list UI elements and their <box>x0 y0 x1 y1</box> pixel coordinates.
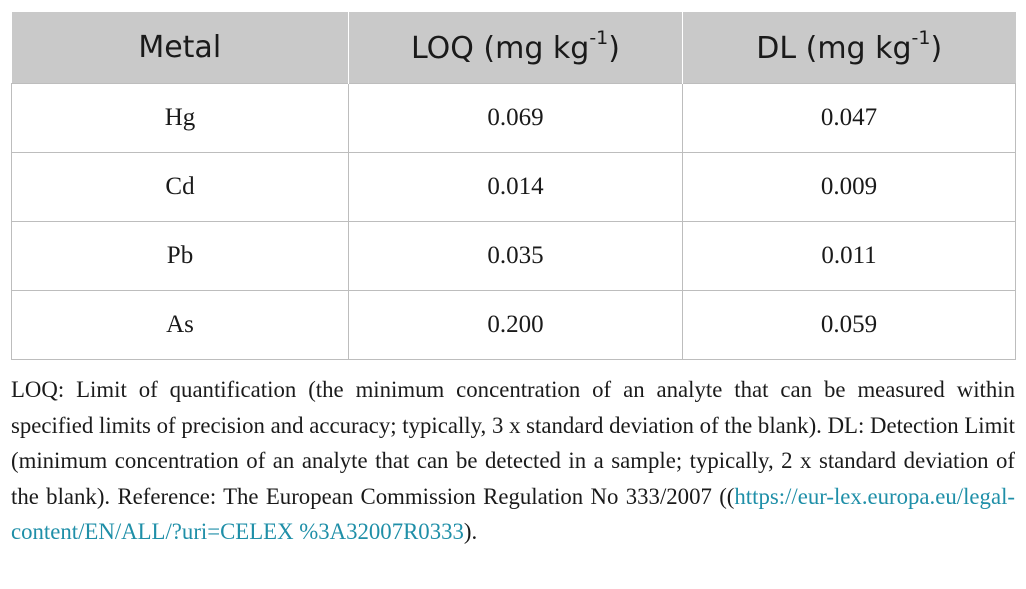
cell-loq: 0.069 <box>348 83 683 153</box>
footnote-end: ). <box>463 519 478 544</box>
cell-dl: 0.047 <box>682 83 1016 153</box>
cell-loq: 0.200 <box>348 290 683 360</box>
cell-loq: 0.035 <box>348 221 683 291</box>
metal-limits-table: Metal LOQ (mg kg-1) DL (mg kg-1) Hg 0.06… <box>11 12 1016 360</box>
cell-metal: Pb <box>11 221 349 291</box>
header-metal: Metal <box>11 12 349 84</box>
header-loq: LOQ (mg kg-1) <box>348 12 683 84</box>
cell-dl: 0.059 <box>682 290 1016 360</box>
table-row: Cd 0.014 0.009 <box>11 152 1016 222</box>
header-loq-label: LOQ (mg kg <box>410 30 590 66</box>
regulation-link[interactable]: https://eur-lex.europa.eu/legal-content/… <box>11 483 1015 545</box>
header-loq-close: ) <box>608 30 620 66</box>
table-row: Pb 0.035 0.011 <box>11 221 1016 291</box>
header-loq-exponent: -1 <box>589 26 609 49</box>
header-dl: DL (mg kg-1) <box>682 12 1016 84</box>
table-row: Hg 0.069 0.047 <box>11 83 1016 153</box>
cell-metal: Cd <box>11 152 349 222</box>
cell-dl: 0.011 <box>682 221 1016 291</box>
cell-dl: 0.009 <box>682 152 1016 222</box>
cell-metal: Hg <box>11 83 349 153</box>
cell-loq: 0.014 <box>348 152 683 222</box>
header-dl-exponent: -1 <box>911 26 931 49</box>
footnote-text: LOQ: Limit of quantification (the minimu… <box>11 377 1015 509</box>
table-header-row: Metal LOQ (mg kg-1) DL (mg kg-1) <box>11 12 1016 84</box>
metal-limits-table-container: Metal LOQ (mg kg-1) DL (mg kg-1) Hg 0.06… <box>11 12 1016 360</box>
table-footnote: LOQ: Limit of quantification (the minimu… <box>11 372 1015 550</box>
header-dl-close: ) <box>930 30 943 66</box>
table-row: As 0.200 0.059 <box>11 290 1016 360</box>
cell-metal: As <box>11 290 349 360</box>
header-dl-label: DL (mg kg <box>756 30 912 66</box>
